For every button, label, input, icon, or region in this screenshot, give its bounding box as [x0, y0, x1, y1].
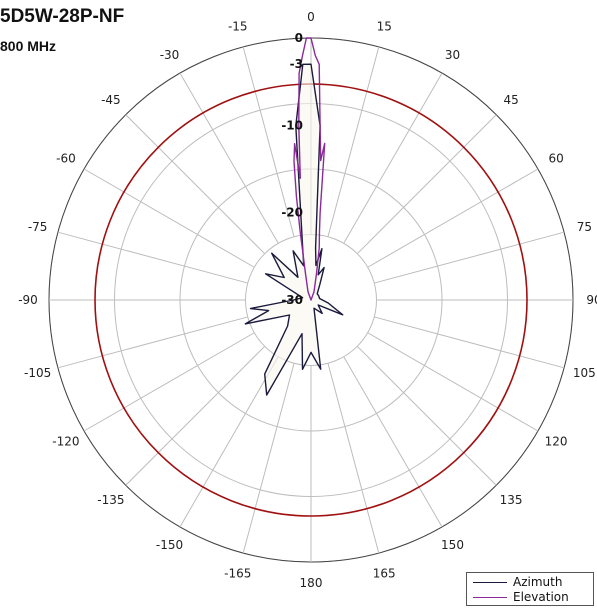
angle-labels: 0153045607590105120135150165180-165-150-…: [18, 10, 597, 590]
legend-label-azimuth: Azimuth: [513, 575, 563, 589]
grid-spoke: [57, 231, 248, 284]
ring-labels: 0 -3 -10 -20 -30: [281, 31, 303, 307]
legend: Azimuth Elevation: [466, 572, 594, 606]
chart-title: 5D5W-28P-NF: [0, 6, 125, 27]
angle-tick-label: -45: [101, 93, 121, 107]
angle-tick-label: 75: [577, 220, 592, 234]
grid-spoke: [242, 363, 295, 554]
angle-tick-label: -30: [160, 48, 180, 62]
grid-spoke: [125, 345, 266, 486]
series-elevation-line: [293, 37, 326, 301]
legend-swatch-azimuth: [473, 581, 507, 583]
grid-spoke: [343, 356, 443, 528]
grid-spoke: [327, 363, 380, 554]
grid-spoke: [356, 345, 497, 486]
grid-spoke: [179, 356, 279, 528]
angle-tick-label: 105: [573, 366, 596, 380]
angle-tick-label: -90: [18, 293, 38, 307]
grid-spoke: [367, 332, 539, 432]
angle-tick-label: 180: [300, 576, 323, 590]
ring-tick-label: -30: [281, 293, 303, 307]
angle-tick-label: 135: [500, 493, 523, 507]
grid-spoke: [374, 231, 565, 284]
angle-tick-label: 90: [586, 293, 597, 307]
angle-tick-label: -105: [24, 366, 51, 380]
angle-tick-label: -135: [97, 493, 124, 507]
grid-spoke: [125, 114, 266, 255]
ring-tick-label: -3: [290, 57, 303, 71]
angle-tick-label: 60: [548, 152, 563, 166]
angle-tick-label: -165: [224, 566, 251, 580]
angle-tick-label: 45: [503, 93, 518, 107]
grid-spoke: [367, 168, 539, 268]
grid-spoke: [57, 316, 248, 369]
chart-subtitle: 800 MHz: [0, 38, 57, 54]
grid-spoke: [374, 316, 565, 369]
angle-tick-label: -75: [28, 220, 48, 234]
grid-spoke: [356, 114, 497, 255]
legend-item-elevation: Elevation: [473, 590, 569, 604]
legend-swatch-elevation: [473, 596, 507, 598]
grid-spoke: [327, 46, 380, 237]
angle-tick-label: 15: [377, 20, 392, 34]
grid-spoke: [343, 72, 443, 244]
polar-grid: [48, 37, 574, 563]
angle-tick-label: -120: [52, 435, 79, 449]
angle-tick-label: 0: [307, 10, 315, 24]
series-layer: [244, 37, 344, 396]
grid-spoke: [242, 46, 295, 237]
grid-spoke: [179, 72, 279, 244]
grid-spoke: [83, 168, 255, 268]
grid-spoke: [83, 332, 255, 432]
angle-tick-label: 120: [545, 435, 568, 449]
angle-tick-label: 150: [441, 538, 464, 552]
legend-label-elevation: Elevation: [513, 590, 569, 604]
ring-tick-label: -10: [281, 118, 303, 132]
angle-tick-label: 30: [445, 48, 460, 62]
angle-tick-label: 165: [373, 566, 396, 580]
angle-tick-label: -60: [56, 152, 76, 166]
legend-item-azimuth: Azimuth: [473, 575, 562, 589]
series-azimuth-line: [244, 63, 344, 396]
ring-tick-label: 0: [295, 31, 303, 45]
angle-tick-label: -150: [156, 538, 183, 552]
angle-tick-label: -15: [228, 20, 248, 34]
ring-tick-label: -20: [281, 206, 303, 220]
